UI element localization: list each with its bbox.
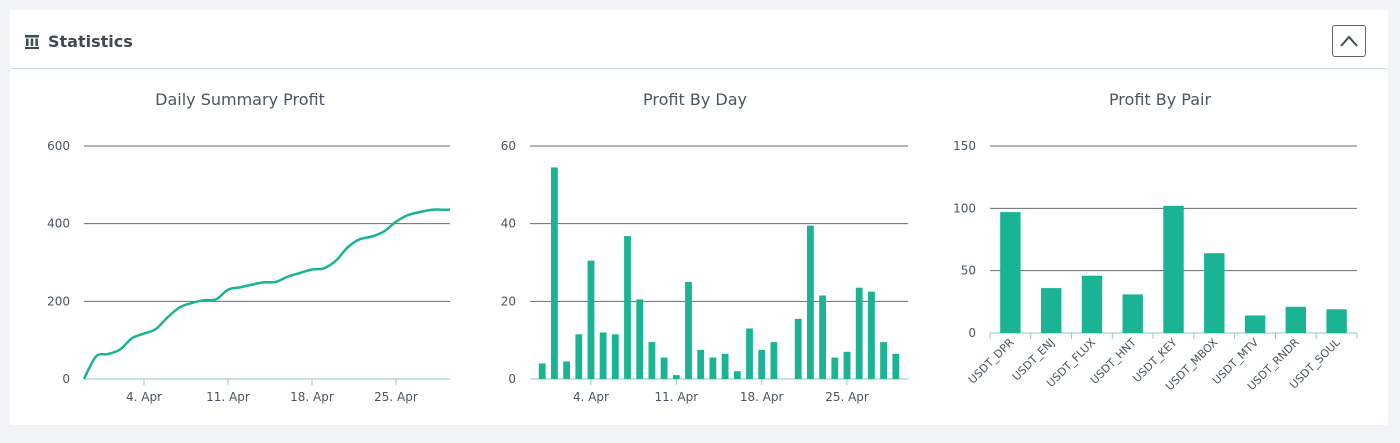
day-bar — [746, 328, 753, 379]
pair-bar — [1163, 205, 1184, 333]
pair-bar — [1204, 253, 1225, 333]
day-bar — [660, 357, 668, 379]
day-bar — [611, 334, 619, 379]
day-bar — [636, 299, 644, 379]
day-bar-chart-xtick-label: 18. Apr — [740, 390, 784, 404]
day-bar — [672, 375, 680, 379]
day-bar — [624, 236, 631, 379]
day-bar — [794, 318, 802, 379]
day-bar — [685, 281, 692, 379]
collapse-button[interactable] — [1332, 25, 1366, 57]
day-bar — [758, 349, 766, 379]
line-chart-xtick-label: 4. Apr — [126, 390, 162, 404]
day-bar — [831, 357, 839, 379]
pair-bar — [1122, 294, 1143, 333]
day-bar — [648, 342, 656, 379]
day-bar — [770, 342, 778, 379]
pair-bar — [1041, 288, 1062, 333]
bank-icon — [25, 35, 39, 49]
day-bar-chart-ytick-label: 0 — [508, 372, 516, 386]
pair-bar-chart-ytick-label: 150 — [953, 139, 976, 153]
day-bar-chart-xtick-label: 4. Apr — [573, 390, 609, 404]
chart-daily-summary-profit: 0 200 400 600 4. Apr 11. Apr 18. Apr 25. Apr — [47, 139, 450, 404]
day-bar — [819, 295, 826, 379]
pair-bar — [1285, 306, 1306, 333]
line-chart-ytick-label: 200 — [47, 294, 70, 308]
daily-profit-series-line — [82, 208, 450, 380]
day-bar-chart-ytick-label: 20 — [501, 294, 516, 308]
day-bar-chart-xtick-label: 25. Apr — [825, 390, 869, 404]
statistics-panel: Statistics Daily Summary Profit Profit B… — [10, 10, 1388, 425]
line-chart-ytick-label: 400 — [47, 217, 70, 231]
pair-bar-chart-ytick-label: 0 — [968, 326, 976, 340]
pair-bar-chart-ytick-label: 100 — [953, 201, 976, 215]
line-chart-ytick-label: 0 — [62, 372, 70, 386]
day-bar — [880, 342, 887, 379]
day-bar — [551, 167, 558, 379]
chart-title-profit-by-pair: Profit By Pair — [1108, 90, 1212, 109]
line-chart-ytick-label: 600 — [47, 139, 70, 153]
pair-bar — [1244, 315, 1266, 333]
pair-bar — [1081, 275, 1103, 333]
pair-bar-chart-xtick-label: USDT_DPR — [966, 336, 1017, 387]
line-chart-xtick-label: 11. Apr — [206, 390, 250, 404]
panel-header: Statistics — [10, 10, 1388, 69]
day-bar-chart-ytick-label: 40 — [501, 217, 516, 231]
day-bar — [892, 353, 900, 379]
day-bar — [855, 287, 863, 379]
day-bar — [538, 363, 546, 379]
day-bar-chart-ytick-label: 60 — [501, 139, 516, 153]
day-bar — [709, 357, 717, 379]
day-bar — [843, 351, 851, 379]
pair-bar — [1000, 212, 1021, 333]
line-chart-xtick-label: 18. Apr — [290, 390, 334, 404]
day-bar — [807, 225, 814, 379]
chart-title-daily-summary: Daily Summary Profit — [155, 90, 325, 109]
chart-profit-by-day: 0 20 40 60 4. Apr 11. Apr 18. Apr 25. Apr — [501, 139, 908, 404]
panel-title: Statistics — [48, 32, 133, 51]
pair-bar — [1326, 309, 1347, 333]
pair-bar-chart-ytick-label: 50 — [961, 264, 976, 278]
day-bar — [733, 371, 741, 379]
chart-title-profit-by-day: Profit By Day — [643, 90, 747, 109]
day-bar — [563, 361, 570, 379]
chart-profit-by-pair: 050100150USDT_DPRUSDT_ENJUSDT_FLUXUSDT_H… — [953, 139, 1358, 393]
chevron-up-icon — [1340, 35, 1358, 47]
day-bar — [697, 349, 705, 379]
day-bar — [868, 291, 875, 379]
day-bar — [721, 353, 729, 379]
day-bar — [575, 334, 583, 379]
day-bar-chart-xtick-label: 11. Apr — [654, 390, 698, 404]
line-chart-xtick-label: 25. Apr — [374, 390, 418, 404]
day-bar — [599, 332, 607, 379]
day-bar — [587, 260, 595, 379]
